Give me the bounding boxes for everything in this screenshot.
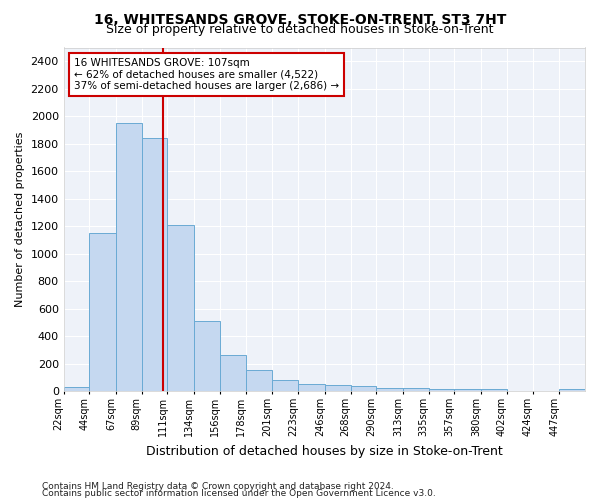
Text: Size of property relative to detached houses in Stoke-on-Trent: Size of property relative to detached ho… [106,22,494,36]
Bar [429,389,454,391]
Bar [116,123,142,391]
Y-axis label: Number of detached properties: Number of detached properties [15,132,25,307]
Bar [403,388,429,391]
Bar [194,321,220,391]
Bar [89,233,116,391]
X-axis label: Distribution of detached houses by size in Stoke-on-Trent: Distribution of detached houses by size … [146,444,503,458]
Text: Contains HM Land Registry data © Crown copyright and database right 2024.: Contains HM Land Registry data © Crown c… [42,482,394,491]
Text: Contains public sector information licensed under the Open Government Licence v3: Contains public sector information licen… [42,489,436,498]
Bar [481,389,507,391]
Bar [220,355,245,391]
Bar [454,389,481,391]
Bar [64,387,89,391]
Text: 16, WHITESANDS GROVE, STOKE-ON-TRENT, ST3 7HT: 16, WHITESANDS GROVE, STOKE-ON-TRENT, ST… [94,12,506,26]
Bar [350,386,376,391]
Bar [167,225,194,391]
Bar [507,390,533,391]
Bar [142,138,167,391]
Bar [376,388,403,391]
Bar [325,385,350,391]
Bar [298,384,325,391]
Bar [533,390,559,391]
Bar [272,380,298,391]
Bar [559,389,585,391]
Bar [245,370,272,391]
Text: 16 WHITESANDS GROVE: 107sqm
← 62% of detached houses are smaller (4,522)
37% of : 16 WHITESANDS GROVE: 107sqm ← 62% of det… [74,58,339,91]
